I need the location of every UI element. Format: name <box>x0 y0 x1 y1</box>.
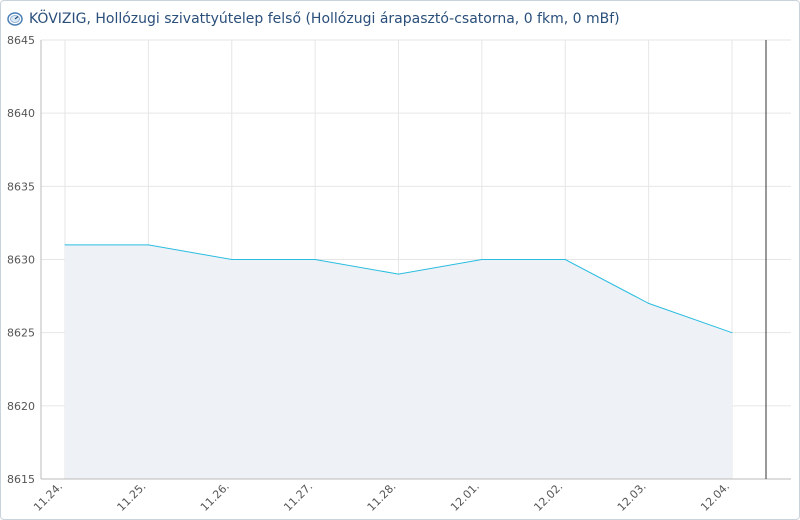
x-tick-label: 11.27. <box>281 480 315 514</box>
data-point <box>314 259 316 260</box>
y-tick-label: 8645 <box>7 34 35 47</box>
y-tick-label: 8625 <box>7 327 35 340</box>
y-tick-label: 8630 <box>7 254 35 267</box>
chart-header: KÖVIZIG, Hollózugi szivattyútelep felső … <box>7 9 620 29</box>
data-point <box>564 259 566 260</box>
x-tick-label: 12.02. <box>531 480 565 514</box>
y-tick-label: 8615 <box>7 473 35 486</box>
x-tick-label: 12.01. <box>448 480 482 514</box>
y-tick-label: 8640 <box>7 107 35 120</box>
data-point <box>648 302 650 304</box>
data-point <box>398 273 399 275</box>
data-point <box>147 244 149 246</box>
x-tick-label: 12.03. <box>615 480 649 514</box>
data-point <box>64 244 66 246</box>
data-point <box>231 259 233 260</box>
gauge-icon <box>7 11 23 27</box>
x-tick-label: 11.24. <box>31 480 65 514</box>
x-tick-label: 11.25. <box>115 480 149 514</box>
data-point <box>731 332 733 334</box>
data-point <box>481 259 483 260</box>
x-tick-label: 11.28. <box>365 480 399 514</box>
y-tick-label: 8635 <box>7 180 35 193</box>
x-tick-label: 11.26. <box>198 480 232 514</box>
chart-title: KÖVIZIG, Hollózugi szivattyútelep felső … <box>29 11 620 27</box>
y-tick-label: 8620 <box>7 400 35 413</box>
x-tick-label: 12.04. <box>698 480 732 514</box>
series-area <box>65 244 732 479</box>
